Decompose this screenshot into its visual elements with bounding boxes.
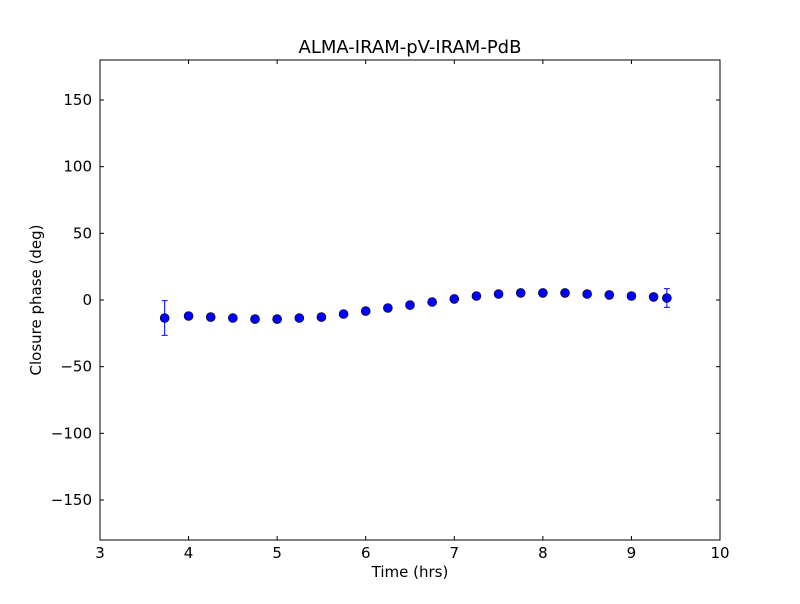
y-tick-label: 50: [73, 224, 92, 242]
data-point: [228, 313, 238, 323]
data-point: [405, 300, 415, 310]
data-point: [560, 288, 570, 298]
data-point: [338, 309, 349, 319]
data-point: [538, 288, 548, 298]
data-point: [493, 289, 504, 299]
data-point: [183, 311, 194, 321]
x-axis-label: Time (hrs): [371, 563, 449, 581]
data-point: [515, 288, 526, 298]
data-point: [604, 290, 615, 300]
x-tick-label: 3: [95, 544, 105, 562]
data-point: [159, 313, 170, 323]
x-tick-label: 4: [184, 544, 194, 562]
x-tick-label: 9: [627, 544, 637, 562]
data-point: [316, 312, 327, 322]
data-point: [250, 314, 260, 324]
data-point: [449, 294, 460, 304]
y-tick-label: 100: [63, 158, 92, 176]
x-tick-label: 8: [538, 544, 548, 562]
plot-frame: [99, 59, 721, 541]
data-point: [360, 306, 371, 316]
y-tick-label: −150: [51, 491, 92, 509]
x-tick-label: 10: [710, 544, 729, 562]
x-tick-label: 6: [361, 544, 371, 562]
data-point: [427, 297, 437, 307]
y-tick-label: 150: [63, 91, 92, 109]
data-point: [648, 292, 659, 302]
data-point: [582, 289, 592, 299]
data-point: [383, 303, 393, 313]
data-point: [205, 312, 216, 322]
data-point: [471, 291, 482, 301]
data-point: [626, 291, 637, 301]
data-point: [662, 293, 672, 303]
x-tick-label: 7: [450, 544, 460, 562]
y-tick-label: −100: [51, 424, 92, 442]
data-point: [272, 314, 282, 324]
y-tick-label: 0: [82, 291, 92, 309]
y-axis-label: Closure phase (deg): [27, 225, 45, 376]
chart-title: ALMA-IRAM-pV-IRAM-PdB: [299, 37, 522, 58]
x-tick-label: 5: [272, 544, 282, 562]
y-tick-label: −50: [60, 358, 92, 376]
data-point: [294, 313, 305, 323]
